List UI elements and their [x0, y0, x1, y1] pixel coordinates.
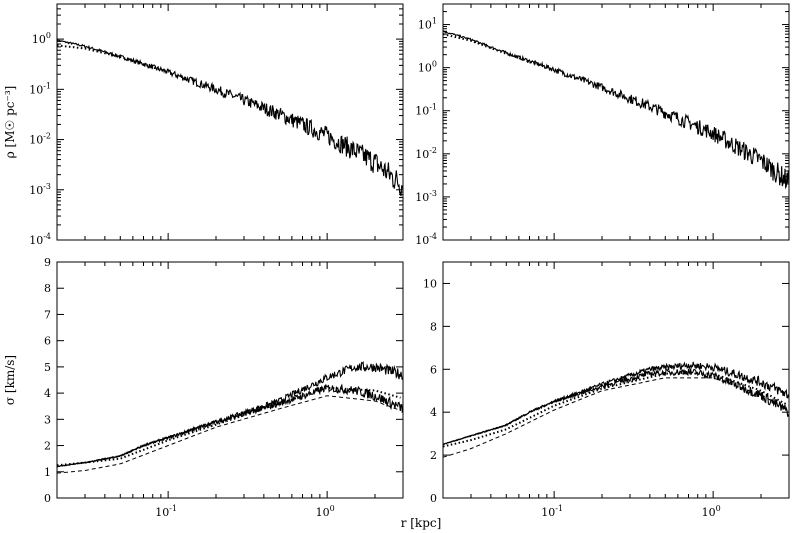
series-line-dashed — [442, 377, 787, 458]
series-line-solid-noisy — [56, 383, 403, 468]
y-tick-label: 10 — [423, 277, 437, 290]
y-axis-label: σ [km/s] — [3, 355, 17, 405]
y-tick-label: 3 — [44, 413, 51, 426]
x-axis-label: r [kpc] — [401, 516, 442, 530]
series-line-solid-noisy — [442, 30, 789, 190]
y-tick-label: 6 — [44, 335, 51, 348]
series-line-solid-noisy — [442, 361, 789, 445]
y-tick-label: 10-1 — [415, 103, 437, 118]
y-tick-label: 0 — [44, 492, 51, 505]
y-tick-label: 10-4 — [29, 232, 51, 247]
y-tick-label: 4 — [430, 406, 437, 419]
panel-top-right: 101 100 10-1 10-2 10-3 10-4 — [415, 3, 790, 247]
series-line-dotted — [56, 386, 401, 467]
series-line-solid-noisy — [442, 368, 789, 445]
series-line-solid-noisy — [56, 38, 403, 197]
y-tick-label: 5 — [44, 361, 51, 374]
plot-frame — [56, 3, 404, 241]
x-tick-label: 100 — [702, 504, 721, 519]
y-tick-label: 8 — [44, 282, 51, 295]
panel-top-left: 100 10-1 10-2 10-3 10-4 ρ [M☉ pc⁻³] — [3, 3, 404, 247]
y-tick-label: 6 — [430, 363, 437, 376]
y-tick-label: 10-2 — [29, 132, 51, 147]
y-tick-label: 2 — [44, 440, 51, 453]
x-tick-label: 10-1 — [155, 504, 177, 519]
plot-frame — [56, 261, 404, 499]
series-line-dotted — [442, 33, 555, 71]
y-tick-label: 100 — [32, 31, 51, 46]
y-tick-label: 8 — [430, 320, 437, 333]
y-tick-label: 4 — [44, 387, 51, 400]
y-tick-label: 101 — [418, 17, 437, 32]
series-line-dashed — [56, 395, 401, 474]
y-tick-label: 10-1 — [29, 81, 51, 96]
y-tick-label: 7 — [44, 308, 51, 321]
panel-bottom-right: 0 2 4 6 8 10 10-1 100 — [423, 261, 790, 519]
y-tick-label: 10-3 — [29, 182, 51, 197]
y-tick-label: 100 — [418, 60, 437, 75]
y-tick-label: 10-4 — [415, 232, 437, 247]
y-tick-label: 2 — [430, 449, 437, 462]
series-line-solid-noisy — [56, 360, 403, 468]
plot-frame — [442, 261, 790, 499]
panel-bottom-left: 0 1 2 3 4 5 6 7 8 9 10-1 100 σ [km/s] — [3, 256, 404, 519]
y-axis-label: ρ [M☉ pc⁻³] — [3, 86, 17, 159]
y-tick-label: 1 — [44, 466, 51, 479]
series-line-dotted — [56, 44, 169, 74]
y-tick-label: 10-3 — [415, 189, 437, 204]
y-tick-label: 9 — [44, 256, 51, 269]
y-tick-label: 0 — [430, 492, 437, 505]
plot-frame — [442, 3, 790, 241]
x-tick-label: 10-1 — [541, 504, 563, 519]
x-tick-label: 100 — [316, 504, 335, 519]
y-tick-label: 10-2 — [415, 146, 437, 161]
